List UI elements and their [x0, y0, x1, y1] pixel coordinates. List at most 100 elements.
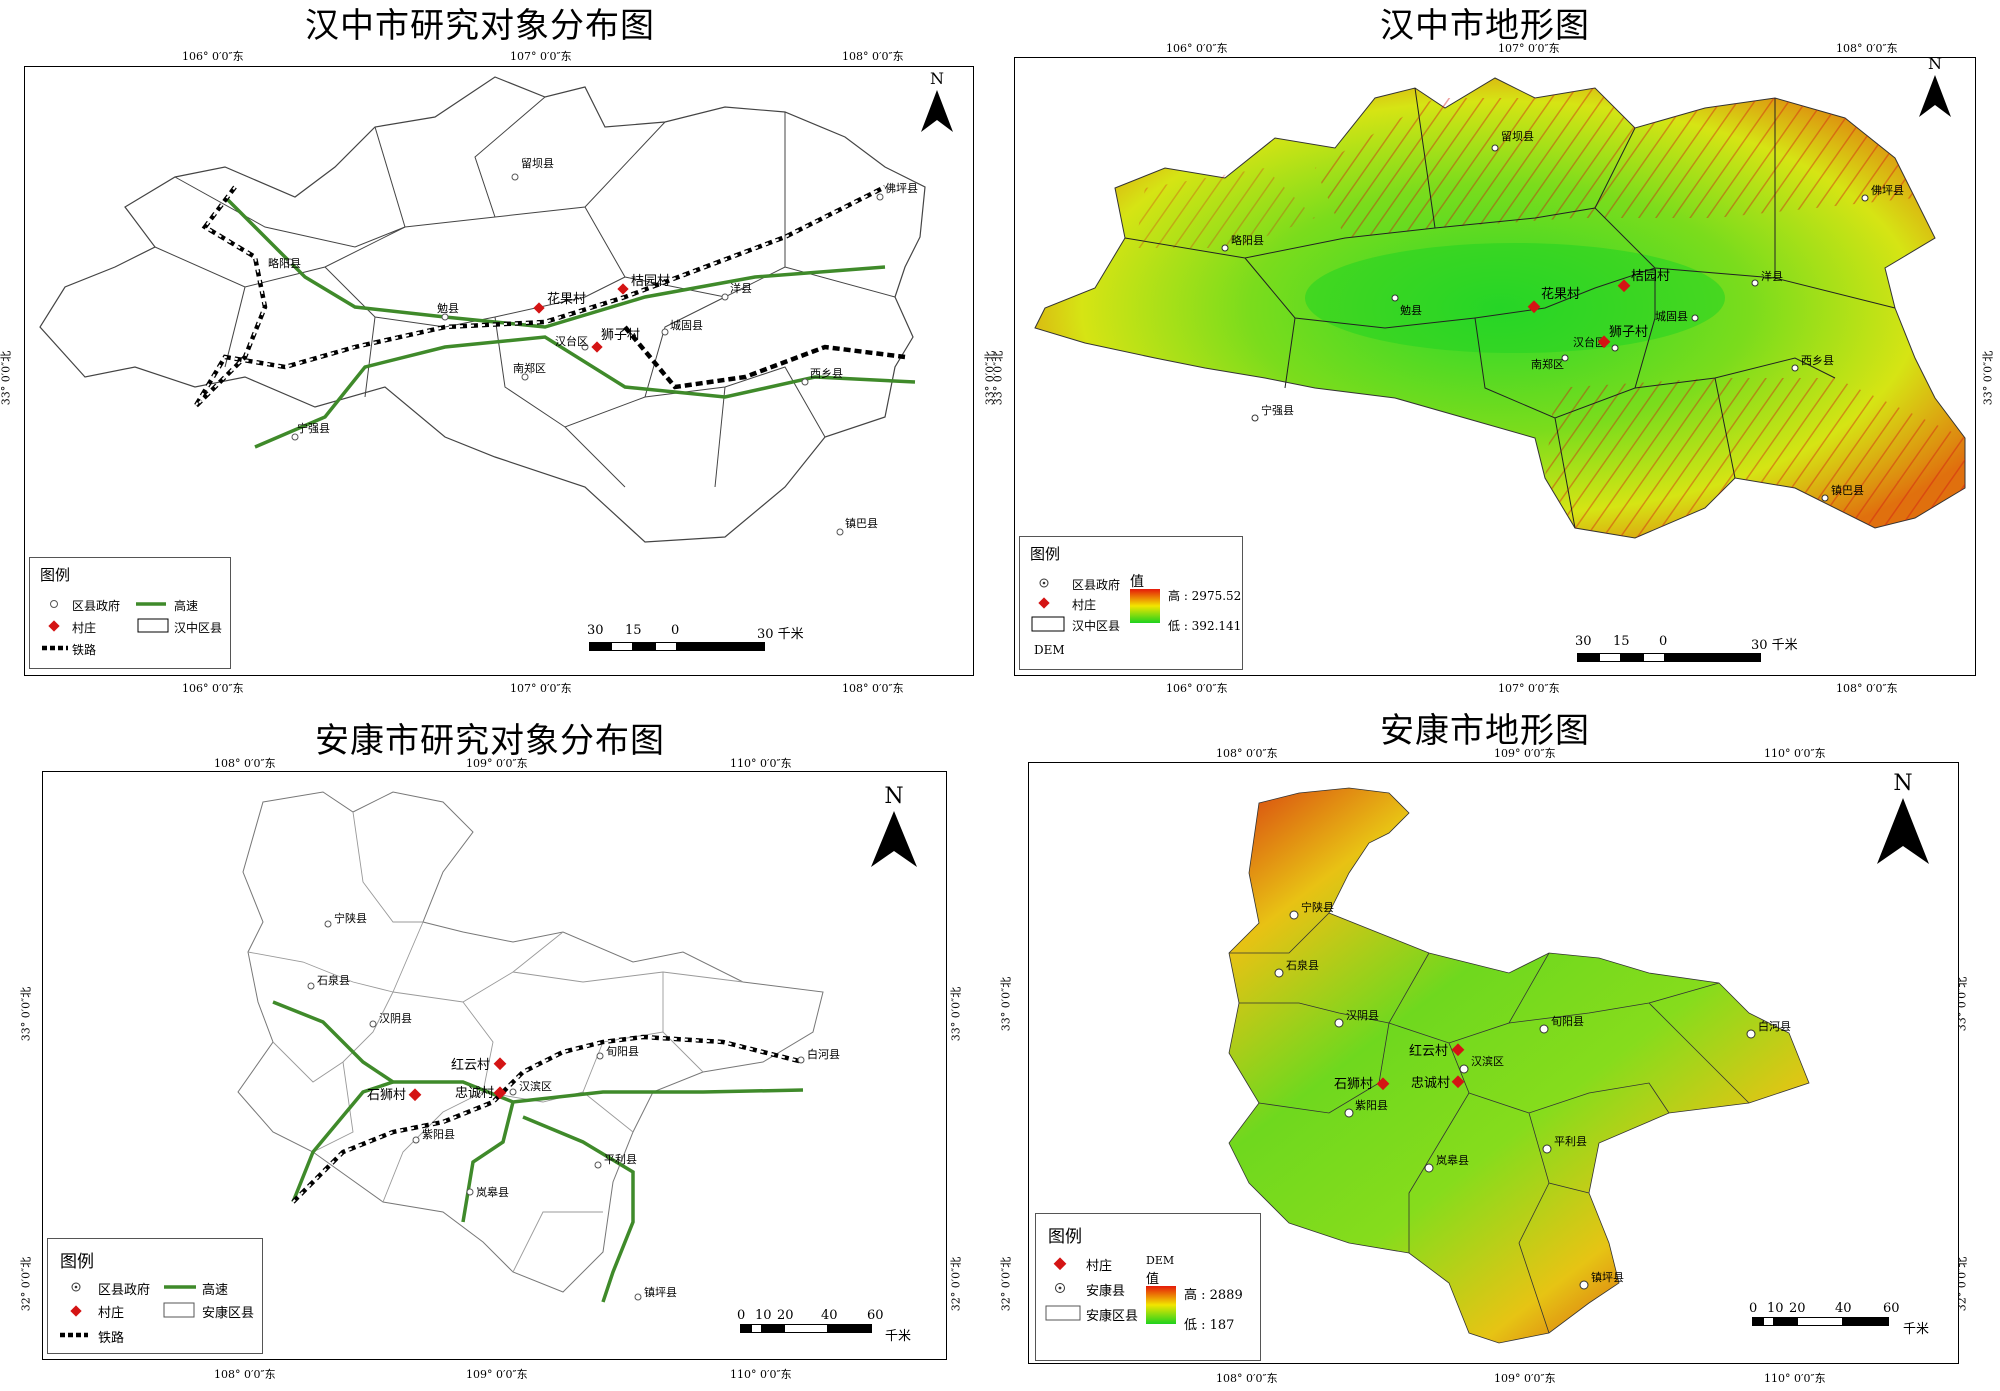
- north-arrow: N: [869, 784, 919, 875]
- county-label: 平利县: [604, 1153, 637, 1166]
- lat-label-left: 33° 0′0″北: [0, 350, 13, 406]
- village-label: 花果村: [1541, 286, 1580, 302]
- north-arrow-icon: [871, 811, 917, 867]
- county-label: 城固县: [670, 319, 703, 332]
- county-label: 西乡县: [810, 367, 843, 380]
- ak-dem-place-layer: 宁陕县 石泉县 汉阴县 旬阳县 白河县 汉滨区 紫阳县 岚皋县 平利县 镇坪县 …: [1274, 900, 1791, 1290]
- lon-label-bottom: 108° 0′0″东: [842, 682, 904, 695]
- county-label: 略阳县: [1231, 233, 1264, 247]
- village-label: 忠诚村: [455, 1086, 494, 1101]
- ankang-map: [237, 791, 824, 1303]
- lon-label-top: 108° 0′0″东: [1836, 42, 1898, 55]
- village-label: 狮子村: [601, 328, 640, 343]
- lat-label-left: 33° 0′0″北: [991, 350, 1005, 406]
- page-title: 汉中市地形图: [1380, 6, 1590, 46]
- lon-label-bottom: 109° 0′0″东: [1494, 1372, 1556, 1385]
- village-markers: [533, 283, 629, 353]
- panel-hanzhong-distribution: 汉中市研究对象分布图 106° 0′0″东 107° 0′0″东 108° 0′…: [0, 0, 1000, 695]
- county-label: 白河县: [807, 1047, 840, 1061]
- north-arrow-icon: [1919, 75, 1951, 117]
- lon-label-bottom: 107° 0′0″东: [510, 682, 572, 695]
- legend-symbols: [1045, 1257, 1176, 1324]
- county-label: 汉台区: [555, 334, 588, 348]
- railway-line: [623, 325, 906, 390]
- county-label: 紫阳县: [422, 1128, 455, 1141]
- hz-place-layer: 留坝县 略阳县 佛坪县 勉县 洋县 城固县 汉台区 南郑区 西乡县 宁强县 镇巴…: [268, 156, 918, 536]
- village-label: 石狮村: [367, 1088, 406, 1103]
- county-label: 佛坪县: [885, 182, 918, 195]
- lat-label-right: 33° 0′0″北: [1981, 350, 1995, 406]
- lon-label-top: 106° 0′0″东: [1166, 42, 1228, 55]
- lon-label-bottom: 108° 0′0″东: [1836, 682, 1898, 695]
- legend: 图例 区县政府 村庄 铁路 高速 汉中区县: [29, 557, 231, 669]
- county-label: 城固县: [1655, 310, 1688, 323]
- lon-label-top: 107° 0′0″东: [510, 50, 572, 63]
- county-label: 汉滨区: [1471, 1054, 1504, 1068]
- highway-line: [522, 1115, 635, 1303]
- scale-bar: 0 10 20 40 60 千米: [737, 1308, 912, 1344]
- county-label: 白河县: [1758, 1019, 1791, 1033]
- lat-label-left: 33° 0′0″北: [19, 986, 33, 1042]
- legend-symbols: [60, 1282, 196, 1338]
- hanzhong-outline: [39, 76, 926, 543]
- panel-ankang-distribution: 安康市研究对象分布图 108° 0′0″东 109° 0′0″东 110° 0′…: [0, 700, 1000, 1390]
- county-label: 佛坪县: [1871, 184, 1904, 197]
- village-label: 红云村: [451, 1057, 490, 1073]
- village-label: 花果村: [547, 291, 586, 307]
- county-label: 汉阴县: [1346, 1009, 1379, 1022]
- county-label: 略阳县: [268, 256, 301, 270]
- map-frame: 宁陕县 石泉县 汉阴县 旬阳县 白河县 汉滨区 紫阳县 岚皋县 平利县 镇坪县 …: [1028, 762, 1959, 1364]
- lon-label-bottom: 108° 0′0″东: [214, 1368, 276, 1381]
- lon-label-top: 109° 0′0″东: [1494, 747, 1556, 760]
- lon-label-bottom: 109° 0′0″东: [466, 1368, 528, 1381]
- lon-label-top: 108° 0′0″东: [842, 50, 904, 63]
- map-frame: 留坝县 略阳县 佛坪县 勉县 洋县 城固县 汉台区 南郑区 西乡县 宁强县 镇巴…: [1014, 54, 1976, 676]
- county-label: 镇巴县: [1831, 483, 1864, 497]
- county-label: 石泉县: [317, 973, 350, 987]
- lon-label-top: 110° 0′0″东: [1764, 747, 1826, 760]
- lon-label-top: 108° 0′0″东: [214, 757, 276, 770]
- north-arrow: N: [917, 69, 957, 138]
- county-label: 平利县: [1554, 1135, 1587, 1148]
- county-label: 岚皋县: [476, 1185, 509, 1199]
- lon-label-bottom: 110° 0′0″东: [1764, 1372, 1826, 1385]
- map-frame: 留坝县 略阳县 佛坪县 勉县 洋县 城固县 汉台区 南郑区 西乡县 宁强县 镇巴…: [24, 66, 974, 676]
- hz-dem-place-layer: 留坝县 略阳县 佛坪县 勉县 洋县 城固县 汉台区 南郑区 西乡县 宁强县 镇巴…: [1221, 129, 1904, 502]
- legend: 图例 村庄 安康县 安康区县 DEM 值 高 : 2889 低 : 187: [1035, 1213, 1261, 1361]
- north-arrow: N: [1875, 771, 1931, 872]
- county-label: 旬阳县: [1551, 1015, 1584, 1028]
- map-frame: 宁陕县 石泉县 汉阴县 旬阳县 白河县 汉滨区 紫阳县 岚皋县 平利县 镇坪县 …: [42, 771, 947, 1360]
- county-label: 留坝县: [1501, 129, 1534, 143]
- railway-line: [193, 184, 887, 409]
- page-title: 安康市研究对象分布图: [315, 721, 665, 761]
- lat-label-right: 33° 0′0″北: [949, 986, 963, 1042]
- county-label: 宁陕县: [1301, 900, 1334, 914]
- county-label: 留坝县: [521, 156, 554, 170]
- highway-line: [291, 1080, 394, 1203]
- village-label: 桔园村: [631, 274, 670, 289]
- county-label: 宁强县: [1261, 403, 1294, 417]
- lat-label-left: 32° 0′0″北: [19, 1256, 33, 1312]
- county-label: 汉阴县: [379, 1012, 412, 1025]
- north-arrow-icon: [921, 90, 953, 132]
- scale-bar: 30 15 0 30 千米: [1575, 634, 1815, 670]
- lon-label-top: 107° 0′0″东: [1498, 42, 1560, 55]
- county-label: 勉县: [437, 301, 459, 315]
- legend-symbols: [1031, 578, 1160, 632]
- ankang-dem-map: [1228, 787, 1810, 1344]
- county-label: 镇巴县: [845, 516, 878, 530]
- legend: 图例 区县政府 村庄 汉中区县 DEM 值 高 : 2975.52 低 : 39…: [1019, 536, 1243, 670]
- page-title: 安康市地形图: [1380, 711, 1590, 751]
- county-label: 洋县: [1761, 269, 1783, 283]
- county-label: 洋县: [730, 281, 752, 295]
- lon-label-bottom: 106° 0′0″东: [1166, 682, 1228, 695]
- lat-label-left: 32° 0′0″北: [999, 1256, 1013, 1312]
- hanzhong-map: [39, 76, 926, 543]
- lon-label-bottom: 107° 0′0″东: [1498, 682, 1560, 695]
- county-label: 南郑区: [513, 361, 546, 375]
- county-label: 宁陕县: [334, 911, 367, 925]
- lon-label-top: 110° 0′0″东: [730, 757, 792, 770]
- county-label: 镇坪县: [1591, 1270, 1624, 1284]
- scale-bar: 0 10 20 40 60 千米: [1749, 1301, 1930, 1337]
- county-label: 南郑区: [1531, 357, 1564, 371]
